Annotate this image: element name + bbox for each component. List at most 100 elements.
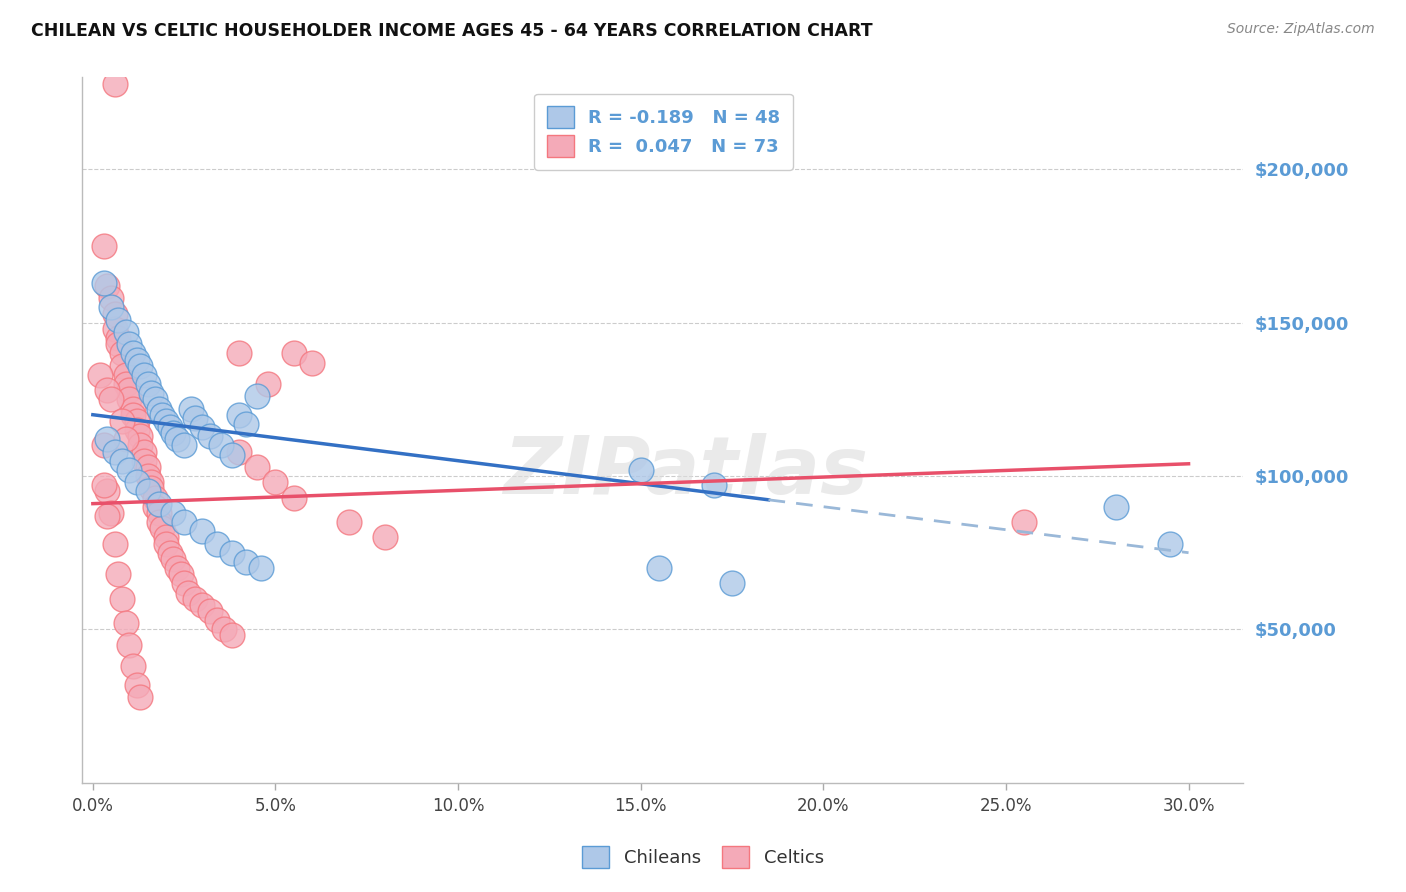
Point [166,432,188,446]
Point [96,484,118,499]
Point [114,325,136,339]
Point [96,432,118,446]
Point [703,478,725,492]
Point [228,408,250,422]
Point [96,383,118,397]
Point [148,401,170,416]
Point [136,459,159,474]
Point [721,576,744,591]
Point [257,377,280,392]
Point [283,491,305,505]
Point [129,429,152,443]
Point [114,368,136,382]
Point [132,444,155,458]
Point [104,322,127,336]
Point [162,426,184,441]
Point [301,356,323,370]
Point [155,536,177,550]
Point [228,346,250,360]
Point [143,500,166,514]
Legend: R = -0.189   N = 48, R =  0.047   N = 73: R = -0.189 N = 48, R = 0.047 N = 73 [534,94,793,170]
Point [214,623,236,637]
Point [159,420,181,434]
Point [184,410,207,425]
Point [1104,500,1126,514]
Point [107,331,129,345]
Point [180,401,202,416]
Point [100,392,122,407]
Point [93,478,115,492]
Point [104,536,127,550]
Point [129,438,152,452]
Point [150,521,173,535]
Point [205,613,228,627]
Point [155,414,177,428]
Point [118,463,141,477]
Point [89,368,111,382]
Point [246,389,269,403]
Point [283,346,305,360]
Point [374,530,396,544]
Point [118,638,141,652]
Point [173,576,195,591]
Point [100,506,122,520]
Point [114,432,136,446]
Point [337,515,360,529]
Point [173,515,195,529]
Point [221,628,243,642]
Point [114,377,136,392]
Point [209,438,232,452]
Point [129,359,152,373]
Point [111,591,134,606]
Point [111,346,134,360]
Point [246,459,269,474]
Point [264,475,287,490]
Point [118,337,141,351]
Point [221,546,243,560]
Point [132,453,155,467]
Point [104,307,127,321]
Point [205,536,228,550]
Point [143,392,166,407]
Point [148,506,170,520]
Point [125,475,148,490]
Text: CHILEAN VS CELTIC HOUSEHOLDER INCOME AGES 45 - 64 YEARS CORRELATION CHART: CHILEAN VS CELTIC HOUSEHOLDER INCOME AGE… [31,22,873,40]
Point [166,561,188,575]
Point [122,659,145,673]
Point [630,463,652,477]
Point [191,524,214,539]
Point [148,515,170,529]
Point [107,337,129,351]
Point [159,546,181,560]
Point [228,444,250,458]
Point [118,392,141,407]
Point [93,276,115,290]
Text: ZIPatlas: ZIPatlas [503,434,869,511]
Point [191,420,214,434]
Point [198,604,221,618]
Point [235,417,257,431]
Point [221,448,243,462]
Point [125,423,148,437]
Point [162,506,184,520]
Point [107,567,129,582]
Point [118,383,141,397]
Point [93,239,115,253]
Point [1159,536,1181,550]
Point [191,598,214,612]
Point [96,279,118,293]
Point [141,386,163,401]
Point [96,508,118,523]
Point [107,312,129,326]
Point [100,291,122,305]
Point [114,616,136,631]
Point [141,475,163,490]
Point [111,414,134,428]
Point [648,561,671,575]
Point [1012,515,1035,529]
Point [111,359,134,373]
Point [111,453,134,467]
Point [122,346,145,360]
Point [143,491,166,505]
Point [155,530,177,544]
